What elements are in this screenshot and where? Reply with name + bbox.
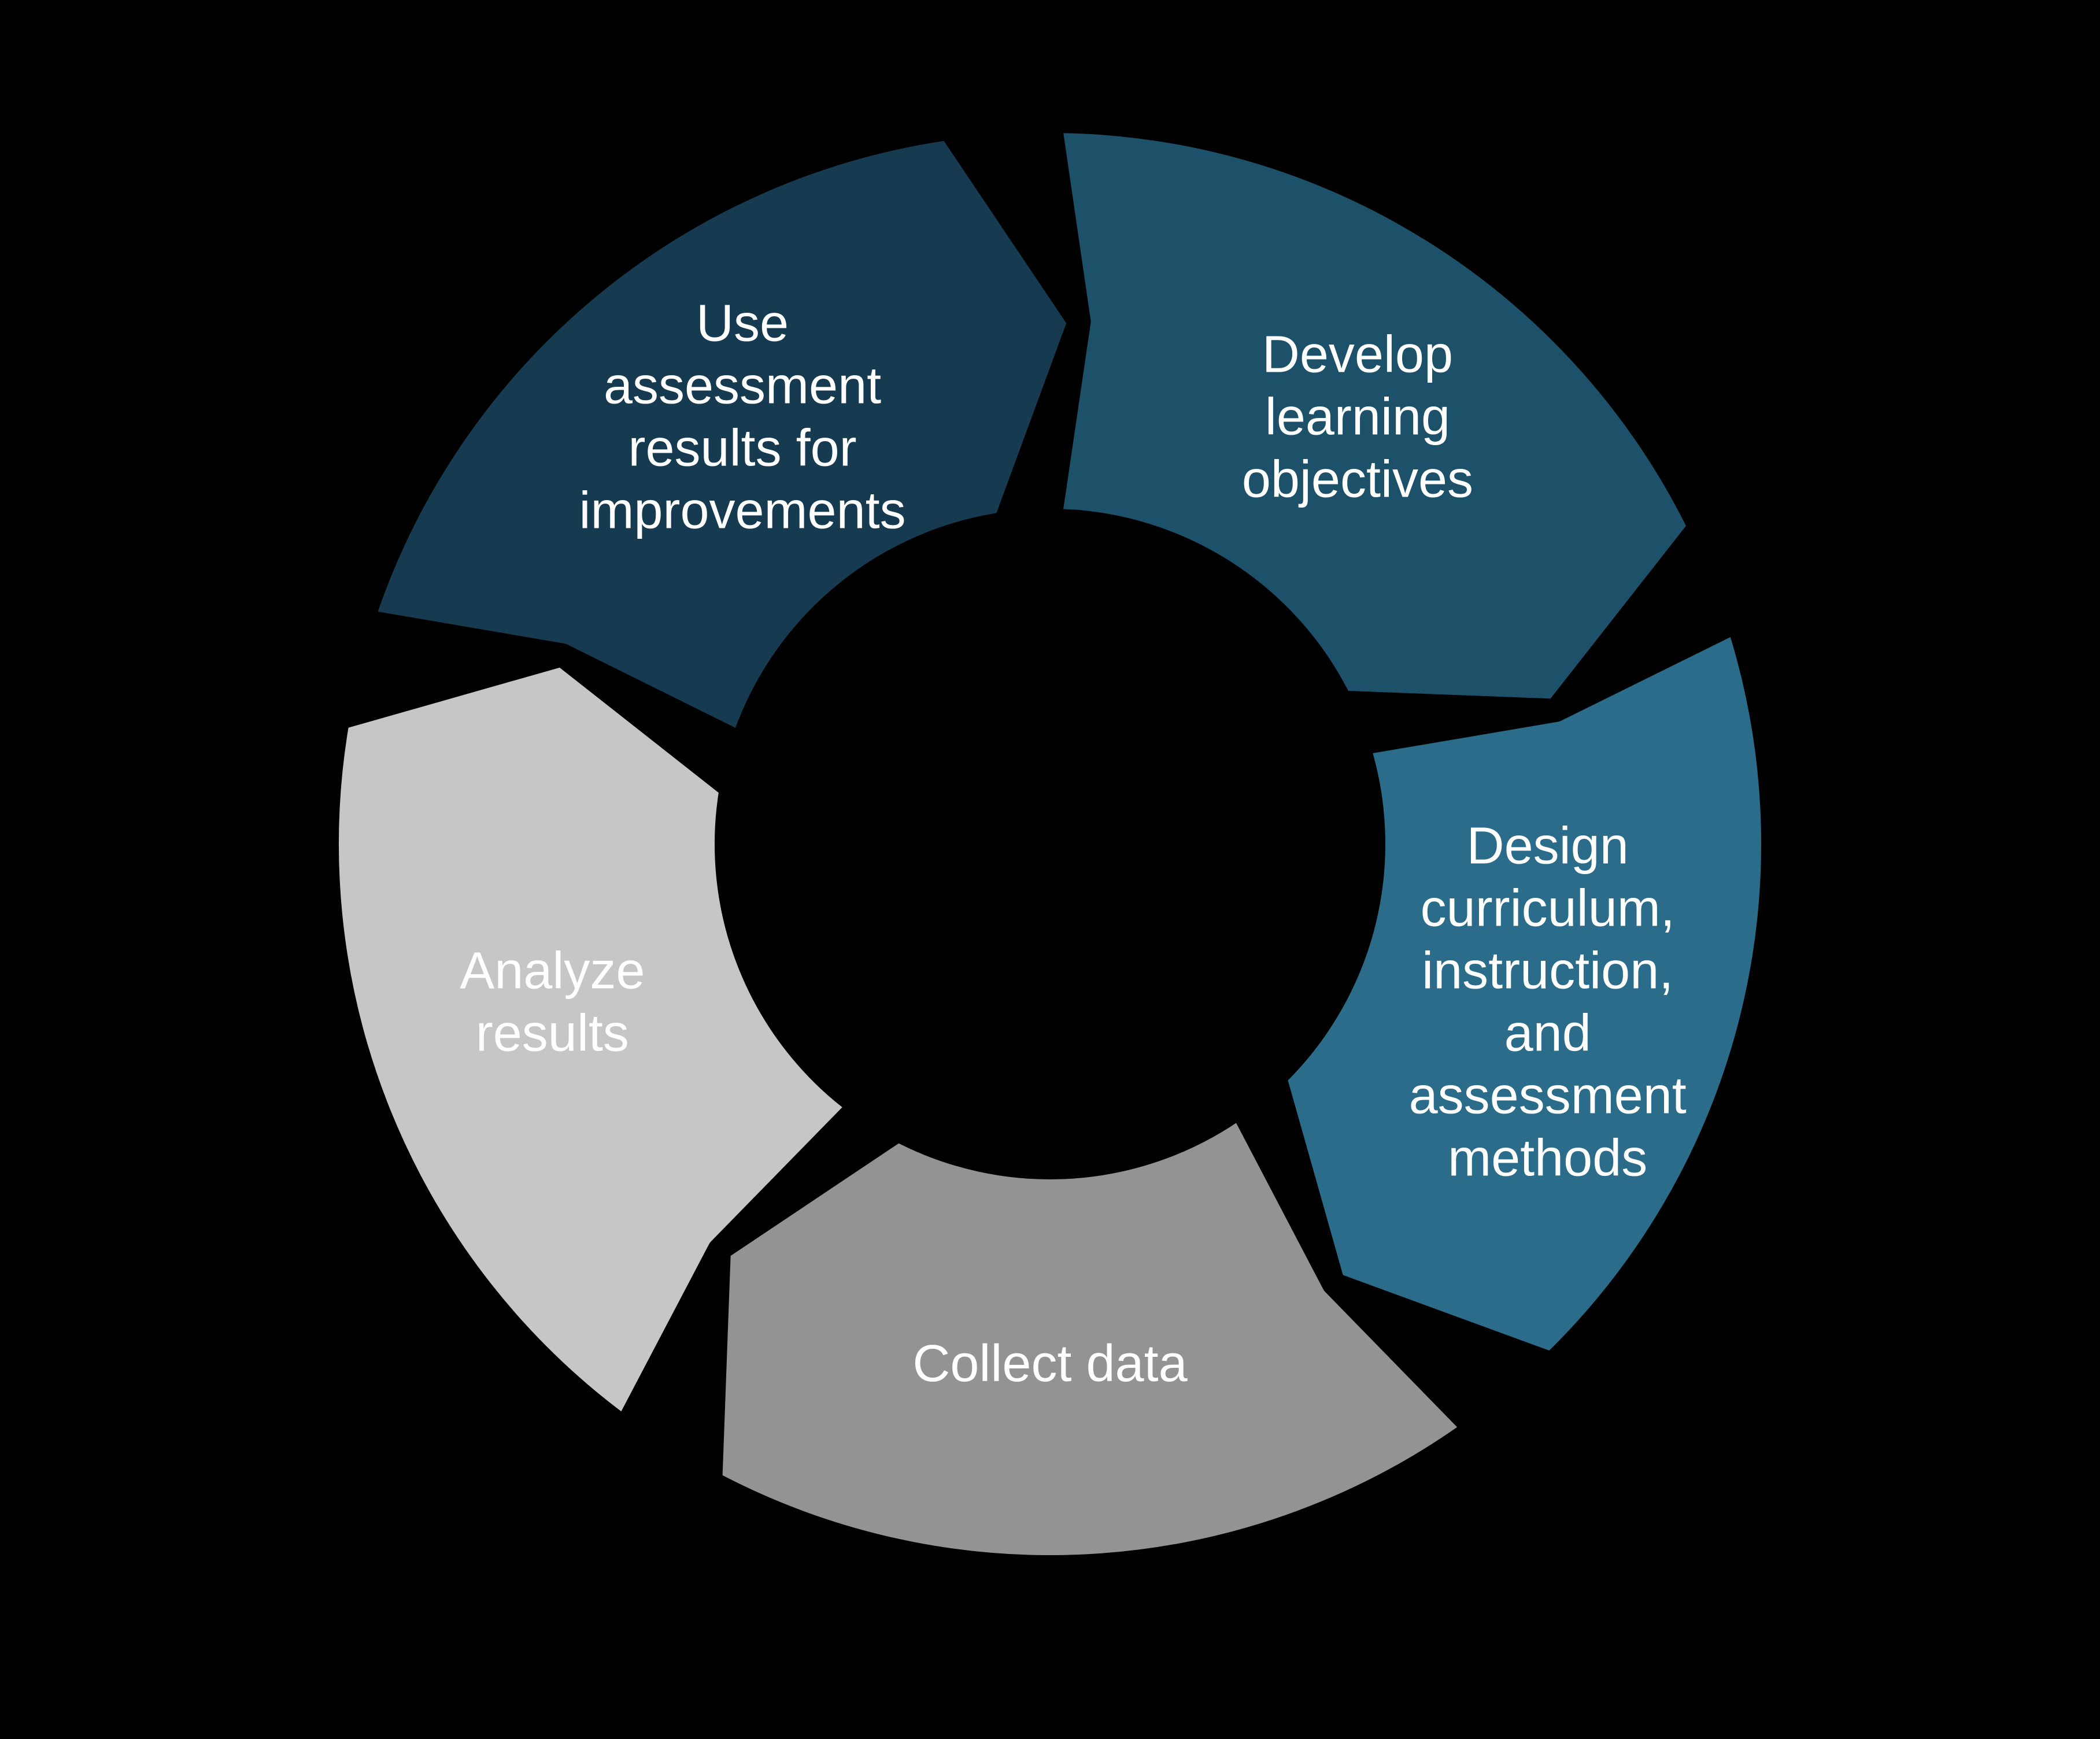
cycle-svg: Useassessmentresults forimprovements Deve… [0,0,2100,1739]
cycle-diagram: Useassessmentresults forimprovements Deve… [0,0,2100,1739]
segment-collect-data-label: Collect data [912,1335,1188,1393]
segment-use-results: Useassessmentresults forimprovements [363,128,1079,744]
segment-design: Designcurriculum,instruction,andassessme… [1275,621,1773,1364]
segment-develop-objectives-label: Developlearningobjectives [1242,326,1473,509]
segment-develop-objectives: Developlearningobjectives [1050,121,1699,711]
